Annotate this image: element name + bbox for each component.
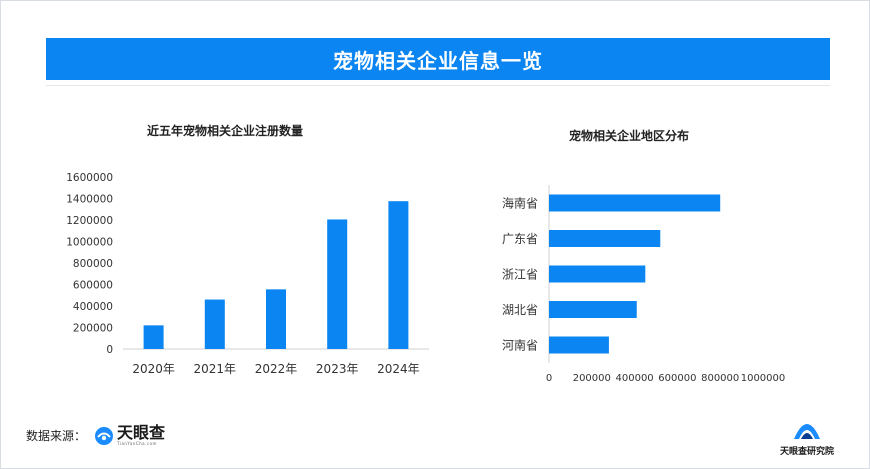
brand-sub: TianYanCha.com bbox=[117, 441, 157, 446]
right-chart-title: 宠物相关企业地区分布 bbox=[569, 129, 690, 143]
x-tick-label: 2024年 bbox=[377, 362, 420, 376]
x-tick-label: 600000 bbox=[658, 373, 696, 384]
y-tick-label: 400000 bbox=[73, 301, 113, 313]
institute-emblem-icon bbox=[793, 424, 820, 439]
y-tick-label: 1200000 bbox=[66, 215, 113, 227]
y-tick-label: 0 bbox=[106, 344, 113, 356]
bar-2020年 bbox=[143, 325, 164, 349]
category-label: 浙江省 bbox=[502, 268, 538, 282]
x-tick-label: 2023年 bbox=[316, 362, 359, 376]
y-tick-label: 800000 bbox=[73, 258, 113, 270]
x-tick-label: 400000 bbox=[616, 373, 654, 384]
x-tick-label: 2022年 bbox=[255, 362, 298, 376]
brand-name: 天眼查 bbox=[117, 423, 166, 442]
y-tick-label: 1000000 bbox=[66, 237, 113, 249]
category-label: 湖北省 bbox=[502, 302, 538, 317]
page-title: 宠物相关企业信息一览 bbox=[333, 48, 543, 73]
category-label: 河南省 bbox=[502, 338, 538, 353]
bar-广东省 bbox=[549, 230, 661, 247]
category-label: 广东省 bbox=[502, 232, 538, 246]
bar-2023年 bbox=[327, 219, 348, 349]
y-tick-label: 600000 bbox=[73, 280, 113, 292]
source-footer: 数据来源： 天眼查 TianYanCha.com bbox=[26, 425, 165, 447]
institute-name: 天眼查研究院 bbox=[779, 447, 834, 457]
y-tick-label: 200000 bbox=[73, 323, 113, 335]
x-tick-label: 2020年 bbox=[132, 362, 175, 376]
y-tick-label: 1600000 bbox=[66, 172, 113, 184]
bar-河南省 bbox=[549, 336, 609, 354]
title-banner: 宠物相关企业信息一览 bbox=[46, 38, 830, 80]
category-label: 海南省 bbox=[502, 196, 538, 211]
x-tick-label: 800000 bbox=[701, 373, 739, 384]
x-tick-label: 0 bbox=[546, 373, 552, 384]
x-tick-label: 1000000 bbox=[741, 373, 786, 384]
bar-2021年 bbox=[204, 299, 225, 349]
x-tick-label: 200000 bbox=[573, 373, 611, 384]
eye-logo-icon bbox=[95, 426, 114, 445]
bar-2024年 bbox=[388, 201, 409, 349]
institute-logo: 天眼查研究院 bbox=[780, 411, 834, 457]
y-tick-label: 1400000 bbox=[66, 194, 113, 206]
source-label: 数据来源： bbox=[26, 429, 87, 443]
bar-2022年 bbox=[266, 289, 286, 349]
bar-湖北省 bbox=[549, 301, 637, 318]
bar-海南省 bbox=[549, 194, 721, 212]
x-tick-label: 2021年 bbox=[194, 362, 237, 376]
tianyancha-logo: 天眼查 TianYanCha.com bbox=[94, 425, 165, 446]
divider bbox=[46, 85, 830, 86]
bar-浙江省 bbox=[549, 265, 646, 283]
left-chart-title: 近五年宠物相关企业注册数量 bbox=[147, 124, 304, 138]
